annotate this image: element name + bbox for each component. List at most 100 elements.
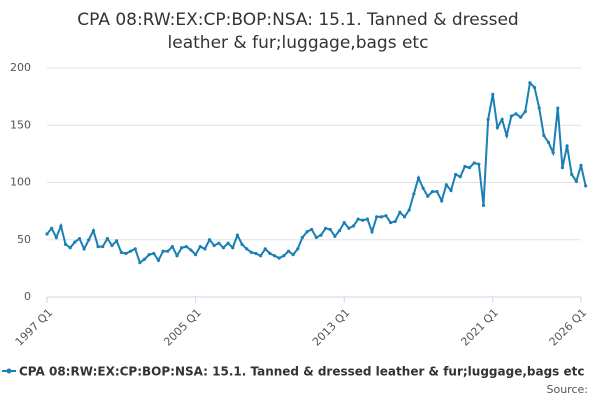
data-point xyxy=(565,144,569,148)
data-point xyxy=(217,241,221,245)
data-point xyxy=(444,183,448,187)
data-point xyxy=(472,161,476,165)
data-point xyxy=(203,247,207,251)
data-point xyxy=(398,210,402,214)
data-point xyxy=(235,233,239,237)
x-tick-label: 1997 Q1 xyxy=(13,306,56,349)
data-point xyxy=(463,164,467,169)
data-point xyxy=(551,151,555,155)
series-line xyxy=(46,80,587,265)
data-point xyxy=(467,166,472,170)
data-point xyxy=(156,258,161,262)
data-point xyxy=(45,232,49,236)
data-point xyxy=(110,243,114,248)
data-point xyxy=(198,245,202,249)
data-point xyxy=(481,203,486,207)
data-point xyxy=(124,251,128,256)
data-point xyxy=(393,219,397,224)
data-point xyxy=(170,245,174,249)
data-point xyxy=(430,190,435,194)
data-point xyxy=(361,218,365,222)
data-point xyxy=(226,241,230,245)
legend-marker xyxy=(6,368,12,374)
data-point xyxy=(584,184,588,188)
data-point xyxy=(50,226,54,230)
data-point xyxy=(351,224,356,228)
data-point xyxy=(263,247,267,251)
data-point xyxy=(296,247,300,251)
data-point xyxy=(96,245,100,249)
x-tick-label: 2013 Q1 xyxy=(310,306,353,349)
data-point xyxy=(268,251,272,256)
data-point xyxy=(426,194,430,198)
data-point xyxy=(528,81,532,85)
data-point xyxy=(375,215,379,219)
data-point xyxy=(333,234,337,238)
data-point xyxy=(435,190,439,194)
data-point xyxy=(440,199,444,203)
data-point xyxy=(54,235,58,240)
y-tick-label: 0 xyxy=(24,290,31,303)
data-point xyxy=(193,253,198,257)
data-point xyxy=(579,163,583,167)
source: Source: xyxy=(547,383,589,396)
data-point xyxy=(142,257,147,261)
data-point xyxy=(272,254,277,258)
data-point xyxy=(314,235,318,240)
chart-title: CPA 08:RW:EX:CP:BOP:NSA: 15.1. Tanned & … xyxy=(77,10,518,30)
data-point xyxy=(449,188,453,193)
data-point xyxy=(254,251,258,256)
data-point xyxy=(240,242,244,246)
data-point xyxy=(221,246,226,250)
y-tick-label: 100 xyxy=(10,176,31,189)
data-point xyxy=(319,233,323,237)
data-point xyxy=(537,106,541,110)
y-tick-label: 50 xyxy=(17,233,31,246)
data-point xyxy=(68,246,72,250)
data-point xyxy=(379,215,383,219)
data-point xyxy=(147,253,151,257)
data-point xyxy=(505,133,509,138)
data-point xyxy=(546,140,551,145)
data-point xyxy=(342,220,346,225)
data-point xyxy=(532,85,537,90)
data-point xyxy=(523,109,527,114)
data-point xyxy=(305,230,309,234)
data-point xyxy=(212,243,216,248)
data-point xyxy=(189,248,193,252)
data-point xyxy=(152,251,156,256)
data-point xyxy=(105,237,109,241)
data-point xyxy=(402,215,407,219)
data-point xyxy=(477,162,481,166)
data-point xyxy=(207,238,212,242)
data-point xyxy=(412,192,416,196)
data-point xyxy=(365,217,369,221)
data-point xyxy=(509,114,513,118)
data-point xyxy=(245,247,249,251)
data-point xyxy=(389,220,393,225)
data-point xyxy=(421,186,425,190)
legend-label: CPA 08:RW:EX:CP:BOP:NSA: 15.1. Tanned & … xyxy=(19,365,584,379)
data-point xyxy=(556,106,560,110)
data-point xyxy=(500,117,504,122)
data-point xyxy=(458,175,462,179)
x-tick-label: 2026 Q1 xyxy=(547,306,590,349)
data-point xyxy=(180,246,184,250)
data-point xyxy=(277,256,281,260)
data-point xyxy=(138,261,142,265)
data-point xyxy=(175,254,179,258)
data-point xyxy=(324,226,328,230)
data-point xyxy=(133,247,137,251)
data-point xyxy=(59,224,63,228)
x-tick-label: 2021 Q1 xyxy=(458,306,501,349)
data-point xyxy=(91,228,96,233)
data-point xyxy=(356,217,360,221)
data-point xyxy=(300,235,304,240)
data-point xyxy=(63,242,68,246)
data-point xyxy=(407,208,411,212)
data-point xyxy=(161,249,165,253)
data-point xyxy=(166,249,170,253)
data-point xyxy=(310,227,314,232)
